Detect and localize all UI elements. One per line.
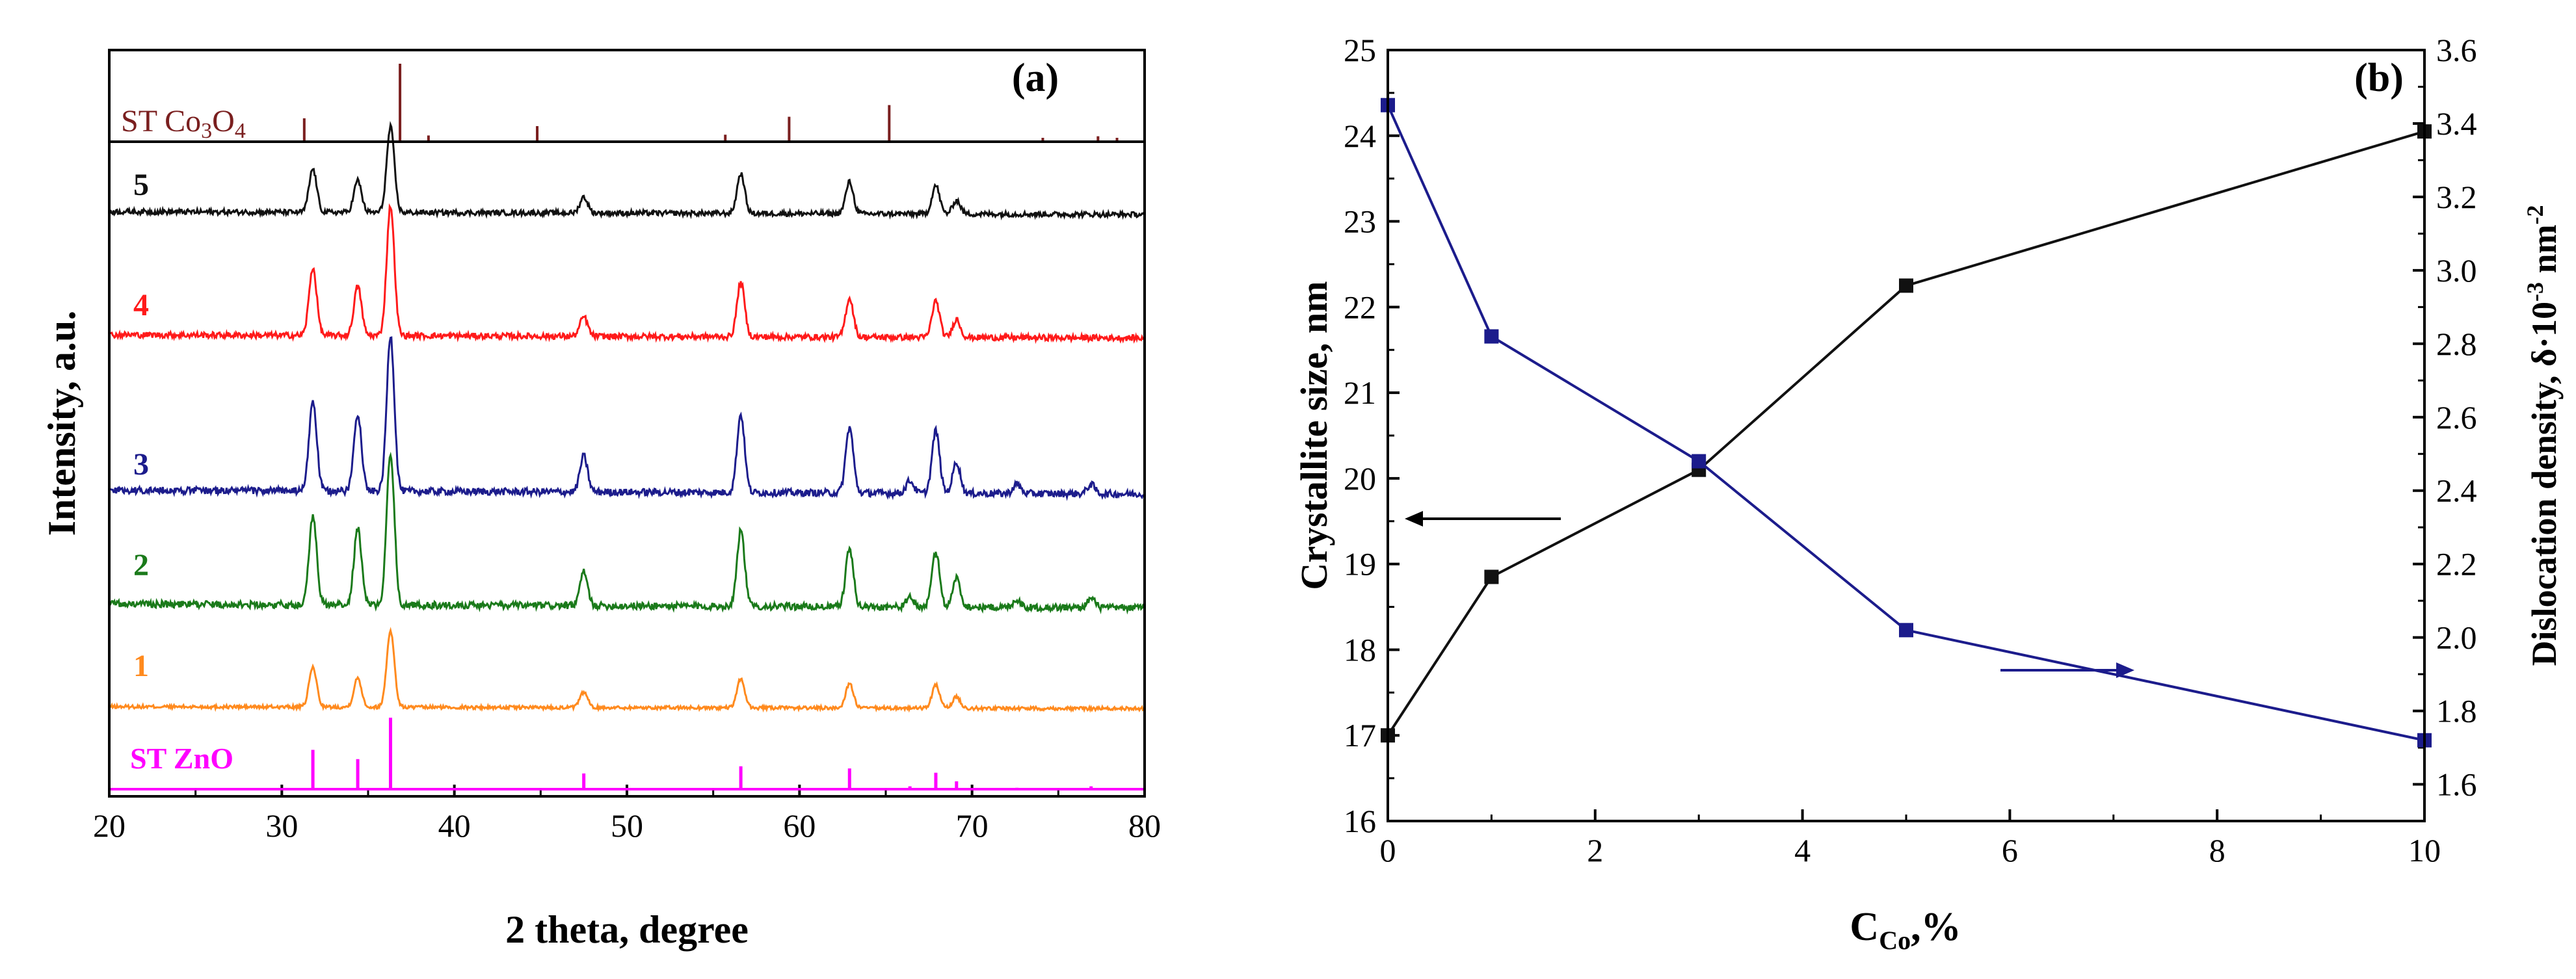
panel-a-frame [108, 49, 1146, 798]
right-title-sup-1: -3 [2522, 282, 2548, 302]
right-tick-label: 1.6 [2436, 766, 2477, 803]
pattern-5-line [109, 121, 1145, 221]
panel-b: 0 2 4 6 8 10161718192021222324251.61.82.02.22… [1293, 32, 2564, 955]
pattern-3-line [109, 336, 1146, 501]
left-tick-label: 23 [1344, 203, 1376, 240]
panel-a-x-ticks: 20 30 40 50 60 70 80 [93, 785, 1161, 844]
right-tick-label: 2.6 [2436, 399, 2477, 436]
right-tick-label: 3.0 [2436, 252, 2477, 289]
panel-b-ticks: 0 2 4 6 8 10161718192021222324251.61.82.02.22… [1344, 32, 2477, 868]
pattern-4-label: 4 [133, 288, 149, 322]
x-title-tail: ,% [1911, 905, 1961, 949]
x-tick-label: 2 [1587, 832, 1603, 868]
pattern-1-line [108, 627, 1145, 713]
right-tick-label: 2.2 [2436, 546, 2477, 582]
panel-a-y-title: Intensity, a.u. [40, 311, 83, 536]
dislocation-density-point [1692, 454, 1706, 469]
left-tick-label: 18 [1344, 631, 1376, 668]
x-title-main: C [1850, 905, 1879, 949]
panel-b-x-title: CCo,% [1850, 905, 1961, 955]
pattern-1-label: 1 [133, 649, 149, 683]
zno-reference [109, 718, 1145, 790]
crystallite-size-point [1484, 569, 1499, 584]
x-tick-label: 70 [956, 807, 989, 844]
dislocation-density-point [1899, 623, 1913, 638]
left-tick-label: 25 [1344, 32, 1376, 68]
co3o4-label-mid: O [212, 104, 235, 138]
dislocation-density-line [1387, 104, 2425, 742]
x-tick-label: 50 [611, 807, 643, 844]
right-axis-arrow [2000, 662, 2134, 678]
left-tick-label: 19 [1344, 546, 1376, 582]
left-tick-label: 22 [1344, 289, 1376, 325]
panel-b-label: (b) [2354, 56, 2404, 100]
pattern-2-line [108, 451, 1146, 615]
panel-a-label: (a) [1012, 56, 1059, 100]
right-tick-label: 2.4 [2436, 473, 2477, 509]
left-axis-arrow [1405, 511, 1561, 527]
pattern-3-label: 3 [133, 447, 149, 482]
left-tick-label: 24 [1344, 118, 1376, 154]
co3o4-reference [302, 64, 1119, 142]
x-tick-label: 8 [2209, 832, 2225, 868]
right-tick-label: 3.6 [2436, 32, 2477, 68]
left-tick-label: 20 [1344, 460, 1376, 497]
right-tick-label: 3.2 [2436, 179, 2477, 215]
dislocation-density-point [1484, 329, 1499, 344]
co3o4-sub-1: 3 [201, 119, 212, 143]
right-title-mid: nm [2525, 224, 2564, 282]
x-tick-label: 6 [2002, 832, 2018, 868]
panel-b-series [1381, 98, 2432, 748]
right-tick-label: 1.8 [2436, 693, 2477, 729]
co3o4-sub-2: 4 [235, 119, 246, 143]
co3o4-label-main: ST Co [121, 104, 201, 138]
panel-b-left-y-title: Crystallite size, nm [1293, 281, 1335, 590]
x-tick-label: 0 [1380, 832, 1396, 868]
left-tick-label: 21 [1344, 374, 1376, 411]
panel-b-frame [1387, 49, 2426, 822]
x-tick-label: 10 [2408, 832, 2441, 868]
right-title-main: Dislocation density, δ·10 [2525, 302, 2564, 666]
right-tick-label: 2.0 [2436, 620, 2477, 656]
crystallite-size-line [1387, 130, 2425, 737]
x-tick-label: 20 [93, 807, 126, 844]
x-tick-label: 30 [265, 807, 298, 844]
pattern-5-label: 5 [133, 168, 149, 202]
x-tick-label: 40 [438, 807, 471, 844]
x-title-sub: Co [1879, 926, 1911, 955]
x-tick-label: 60 [783, 807, 816, 844]
right-tick-label: 2.8 [2436, 326, 2477, 362]
left-tick-label: 17 [1344, 717, 1376, 753]
right-tick-label: 3.4 [2436, 105, 2477, 142]
x-tick-label: 4 [1794, 832, 1811, 868]
panel-b-right-y-title: Dislocation density, δ·10-3 nm-2 [2522, 205, 2564, 666]
zno-label: ST ZnO [130, 742, 233, 775]
x-tick-label: 80 [1128, 807, 1161, 844]
right-title-sup-2: -2 [2522, 205, 2548, 224]
pattern-4-line [108, 203, 1146, 345]
co3o4-label: ST Co3O4 [121, 104, 246, 143]
left-tick-label: 16 [1344, 803, 1376, 839]
panel-a-x-title: 2 theta, degree [505, 908, 749, 951]
pattern-2-label: 2 [133, 548, 149, 582]
crystallite-size-point [1899, 278, 1913, 293]
